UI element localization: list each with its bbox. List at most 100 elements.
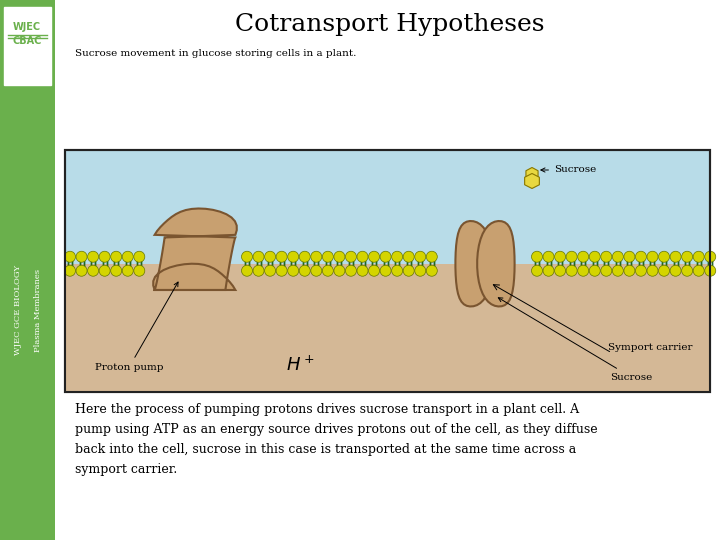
Circle shape [276, 265, 287, 276]
Circle shape [415, 251, 426, 262]
Circle shape [122, 265, 133, 276]
Text: Plasma Membranes: Plasma Membranes [34, 268, 42, 352]
Circle shape [693, 265, 704, 276]
Circle shape [426, 265, 437, 276]
Circle shape [357, 265, 368, 276]
Text: Cotransport Hypotheses: Cotransport Hypotheses [235, 12, 545, 36]
Circle shape [682, 251, 693, 262]
Circle shape [693, 251, 704, 262]
Circle shape [392, 265, 402, 276]
Bar [0, 0, 55, 540]
Circle shape [111, 251, 122, 262]
Circle shape [276, 251, 287, 262]
Circle shape [122, 251, 133, 262]
Circle shape [426, 251, 437, 262]
Circle shape [612, 265, 624, 276]
Text: Proton pump: Proton pump [95, 282, 178, 372]
Circle shape [65, 251, 76, 262]
Circle shape [134, 265, 145, 276]
Circle shape [624, 265, 635, 276]
Circle shape [543, 251, 554, 262]
Text: Here the process of pumping protons drives sucrose transport in a plant cell. A
: Here the process of pumping protons driv… [75, 403, 598, 476]
Circle shape [543, 265, 554, 276]
Circle shape [531, 251, 542, 262]
Circle shape [288, 251, 299, 262]
Circle shape [346, 265, 356, 276]
Circle shape [554, 251, 566, 262]
Circle shape [99, 251, 110, 262]
Circle shape [636, 251, 647, 262]
Circle shape [323, 251, 333, 262]
Polygon shape [525, 173, 539, 188]
Circle shape [241, 265, 253, 276]
Circle shape [288, 265, 299, 276]
Circle shape [612, 251, 624, 262]
Circle shape [265, 265, 276, 276]
Circle shape [566, 251, 577, 262]
Bar [65, 150, 710, 392]
Circle shape [636, 265, 647, 276]
Circle shape [357, 251, 368, 262]
Circle shape [647, 251, 658, 262]
Circle shape [705, 251, 716, 262]
Circle shape [624, 251, 635, 262]
Circle shape [88, 265, 99, 276]
Circle shape [369, 251, 379, 262]
Circle shape [76, 251, 87, 262]
Text: $H^+$: $H^+$ [286, 355, 314, 375]
Circle shape [415, 265, 426, 276]
Circle shape [346, 251, 356, 262]
Circle shape [670, 251, 681, 262]
Circle shape [253, 265, 264, 276]
Circle shape [380, 265, 391, 276]
Circle shape [705, 265, 716, 276]
Text: Sucrose: Sucrose [498, 298, 652, 381]
Circle shape [134, 251, 145, 262]
Text: Symport carrier: Symport carrier [608, 342, 693, 352]
Circle shape [403, 265, 414, 276]
Circle shape [577, 265, 589, 276]
Circle shape [392, 251, 402, 262]
Circle shape [659, 265, 670, 276]
Text: WJEC: WJEC [13, 22, 41, 32]
Circle shape [670, 265, 681, 276]
Circle shape [334, 251, 345, 262]
Circle shape [334, 265, 345, 276]
Text: WJEC GCE BIOLOGY: WJEC GCE BIOLOGY [14, 265, 22, 355]
Circle shape [99, 265, 110, 276]
Circle shape [600, 265, 612, 276]
Circle shape [554, 265, 566, 276]
Circle shape [76, 265, 87, 276]
Circle shape [111, 265, 122, 276]
Circle shape [647, 265, 658, 276]
Circle shape [577, 251, 589, 262]
Circle shape [369, 265, 379, 276]
Circle shape [659, 251, 670, 262]
Circle shape [241, 251, 253, 262]
Circle shape [403, 251, 414, 262]
Circle shape [531, 265, 542, 276]
Circle shape [682, 265, 693, 276]
Text: Sucrose movement in glucose storing cells in a plant.: Sucrose movement in glucose storing cell… [75, 50, 356, 58]
Polygon shape [526, 167, 538, 180]
Circle shape [589, 265, 600, 276]
Bar [65, 150, 710, 392]
Circle shape [300, 251, 310, 262]
Circle shape [88, 251, 99, 262]
Circle shape [65, 265, 76, 276]
Circle shape [265, 251, 276, 262]
Text: CBAC: CBAC [12, 36, 42, 46]
Circle shape [589, 251, 600, 262]
Bar [4, 7, 51, 85]
Circle shape [311, 265, 322, 276]
Polygon shape [456, 221, 493, 307]
Circle shape [253, 251, 264, 262]
Circle shape [600, 251, 612, 262]
Circle shape [566, 265, 577, 276]
Polygon shape [153, 208, 237, 290]
Circle shape [323, 265, 333, 276]
Circle shape [300, 265, 310, 276]
Circle shape [311, 251, 322, 262]
Bar [65, 264, 710, 392]
Polygon shape [477, 221, 515, 307]
